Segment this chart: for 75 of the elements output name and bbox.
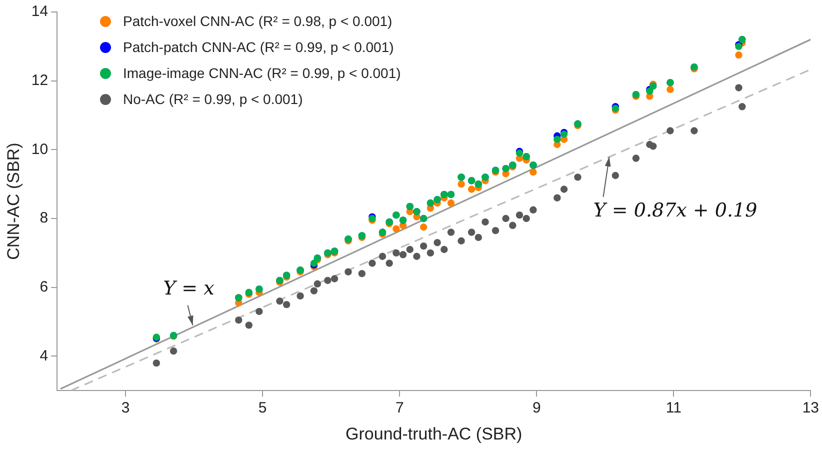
point xyxy=(245,322,253,329)
point xyxy=(256,308,263,316)
point xyxy=(406,246,414,254)
legend-label: No-AC (R² = 0.99, p < 0.001) xyxy=(123,91,303,107)
point xyxy=(632,154,640,162)
point xyxy=(482,218,489,226)
point xyxy=(420,242,428,250)
legend-label: Patch-voxel CNN-AC (R² = 0.98, p < 0.001) xyxy=(123,13,392,29)
y-tick-label: 6 xyxy=(40,278,48,296)
point xyxy=(554,194,561,202)
point xyxy=(516,211,524,219)
x-tick-label: 11 xyxy=(666,400,682,417)
x-tick-label: 3 xyxy=(121,400,130,417)
point xyxy=(282,300,290,308)
y-tick-label: 8 xyxy=(40,210,48,227)
y-tick-label: 12 xyxy=(31,72,48,89)
point xyxy=(458,180,465,188)
point xyxy=(440,246,448,254)
point xyxy=(344,268,352,276)
point xyxy=(649,142,657,150)
point xyxy=(574,174,582,181)
point xyxy=(324,276,332,284)
point xyxy=(314,280,322,288)
point xyxy=(447,199,455,207)
x-tick-label: 9 xyxy=(532,400,541,417)
x-tick-label: 7 xyxy=(395,400,404,417)
point xyxy=(434,239,441,246)
point xyxy=(666,86,674,94)
legend-label: Image-image CNN-AC (R² = 0.99, p < 0.001) xyxy=(123,65,401,81)
point xyxy=(738,103,746,110)
x-axis-title: Ground-truth-AC (SBR) xyxy=(346,424,522,444)
point xyxy=(296,292,304,300)
point xyxy=(399,251,407,258)
point xyxy=(235,316,242,324)
point xyxy=(530,206,537,214)
point xyxy=(330,275,338,282)
point xyxy=(420,224,428,231)
point xyxy=(310,287,318,294)
point xyxy=(458,237,465,244)
point xyxy=(170,347,178,355)
point xyxy=(554,136,561,143)
point xyxy=(426,249,434,257)
point xyxy=(612,172,620,180)
x-tick-label: 5 xyxy=(258,400,267,417)
point xyxy=(690,127,698,134)
y-tick-label: 4 xyxy=(40,347,48,364)
point xyxy=(378,252,386,260)
point xyxy=(474,234,482,242)
point xyxy=(152,359,160,367)
y-tick-label: 14 xyxy=(31,3,48,20)
point xyxy=(492,226,500,234)
point xyxy=(447,228,455,236)
annotation: Y = x xyxy=(163,278,215,300)
point xyxy=(468,228,476,236)
x-tick-label: 13 xyxy=(802,400,819,417)
point xyxy=(368,260,376,267)
point xyxy=(560,186,568,193)
point xyxy=(392,249,400,257)
point xyxy=(666,127,674,134)
point xyxy=(413,252,420,260)
point xyxy=(530,168,537,176)
point xyxy=(392,225,400,232)
point xyxy=(522,214,530,222)
point xyxy=(509,222,516,229)
point xyxy=(468,186,476,193)
annotation: Y = 0.87x + 0.19 xyxy=(593,199,758,222)
legend-label: Patch-patch CNN-AC (R² = 0.99, p < 0.001) xyxy=(123,39,394,55)
y-tick-label: 10 xyxy=(31,140,48,158)
point xyxy=(276,298,284,305)
point xyxy=(358,270,366,278)
point xyxy=(735,84,742,92)
y-axis-title: CNN-AC (SBR) xyxy=(4,142,23,260)
point xyxy=(386,260,393,267)
point xyxy=(735,51,742,59)
point xyxy=(502,214,510,222)
